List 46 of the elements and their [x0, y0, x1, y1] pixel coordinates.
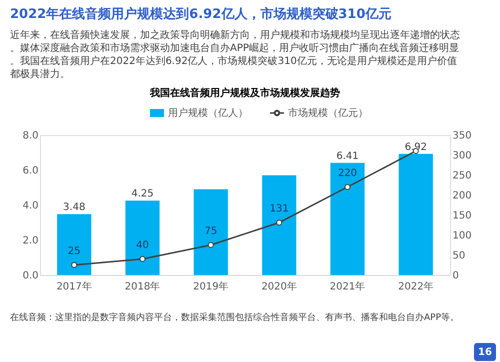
- data-label: 40: [136, 240, 149, 251]
- x-tick-label: 2021年: [330, 280, 366, 292]
- y-tick-label: 2.0: [22, 236, 38, 246]
- data-label: 131: [270, 204, 289, 215]
- x-tick-label: 2017年: [56, 280, 92, 292]
- y2-tick-label: 200: [452, 190, 472, 202]
- y-tick-label: 6.0: [22, 166, 38, 176]
- data-label: 3.48: [63, 202, 86, 214]
- bar: [57, 214, 92, 275]
- bar: [330, 162, 365, 275]
- y-tick-label: 0.0: [22, 270, 38, 282]
- bar: [398, 154, 433, 275]
- data-label: 6.41: [336, 150, 359, 162]
- bar: [125, 200, 160, 275]
- legend-label: 用户规模（亿人）: [168, 107, 248, 119]
- x-tick-label: 2019年: [193, 280, 229, 292]
- data-label: 220: [338, 168, 358, 179]
- chart-subtitle: 近年来，在线音频快速发展，加之政策导向明确新方向，用户规模和市场规模均呈现出逐年递增的状态。媒体深度融合政策和市场需求驱动加速电台自办APP崛起，用户收听习惯由广播向在线音频迁移明显。我国在线音频用户在2022年达到6.92亿人，市场规模突破310亿元，无论是用户规模还是用户价值都极具潜力。: [10, 29, 460, 80]
- point: [276, 220, 282, 226]
- data-label: 75: [204, 226, 218, 237]
- data-label: 25: [68, 246, 81, 257]
- bar: [194, 189, 228, 275]
- data-label: 6.92: [404, 142, 427, 153]
- data-label: 4.25: [131, 188, 154, 200]
- x-tick-label: 2022年: [398, 280, 434, 292]
- bar: [262, 175, 296, 275]
- chart-title: 2022年在线音频用户规模达到6.92亿人，市场规模突破310亿元: [10, 6, 392, 22]
- text: 16: [478, 347, 492, 358]
- y-tick-label: 4.0: [22, 200, 38, 212]
- x-tick-label: 2020年: [261, 280, 297, 292]
- text: 我国在线音频用户规模及市场规模发展趋势: [149, 87, 340, 99]
- point: [208, 242, 214, 248]
- point: [71, 262, 78, 268]
- text: 在线音频：这里指的是数字音频内容平台，数据采集范围包括综合性音频平台、有声书、播客和电台自办APP等。: [10, 312, 460, 323]
- y-tick-label: 8.0: [22, 130, 38, 142]
- y2-tick-label: 350: [452, 130, 472, 142]
- y2-tick-label: 50: [452, 250, 466, 262]
- point: [140, 256, 146, 262]
- legend-label: 市场规模（亿元）: [288, 107, 368, 119]
- y2-tick-label: 300: [452, 150, 472, 162]
- point: [344, 184, 350, 190]
- y2-tick-label: 0: [452, 270, 459, 282]
- y2-tick-label: 150: [452, 210, 472, 222]
- y2-tick-label: 250: [452, 170, 472, 182]
- x-tick-label: 2018年: [124, 280, 160, 292]
- y2-tick-label: 100: [452, 230, 472, 242]
